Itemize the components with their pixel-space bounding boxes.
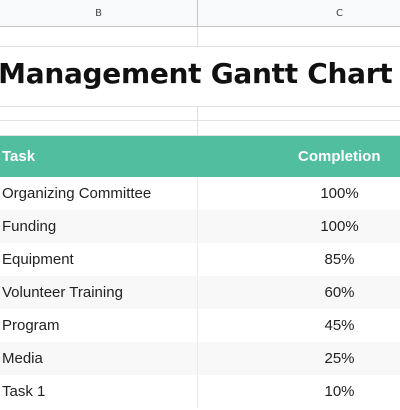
empty-row[interactable]: [0, 107, 400, 121]
table-row[interactable]: Funding 100%: [0, 210, 400, 243]
column-header-b[interactable]: B: [0, 0, 198, 26]
completion-cell[interactable]: 100%: [320, 185, 359, 202]
header-task[interactable]: Task: [2, 148, 36, 165]
task-cell[interactable]: Task 1: [2, 383, 46, 400]
task-cell[interactable]: Program: [2, 317, 60, 334]
column-header-bar: B C: [0, 0, 400, 27]
table-row[interactable]: Media 25%: [0, 342, 400, 375]
table-row[interactable]: Program 45%: [0, 309, 400, 342]
task-cell[interactable]: Volunteer Training: [2, 284, 123, 301]
task-cell[interactable]: Equipment: [2, 251, 74, 268]
table-header-row: Task Completion: [0, 136, 400, 177]
task-cell[interactable]: Media: [2, 350, 43, 367]
column-header-c[interactable]: C: [336, 8, 343, 19]
completion-cell[interactable]: 85%: [324, 251, 355, 268]
table-row[interactable]: Organizing Committee 100%: [0, 177, 400, 210]
sheet-title: nt Management Gantt Chart: [0, 57, 393, 90]
empty-row[interactable]: [0, 27, 400, 47]
table-row[interactable]: Volunteer Training 60%: [0, 276, 400, 309]
header-completion[interactable]: Completion: [298, 148, 381, 165]
completion-cell[interactable]: 45%: [324, 317, 355, 334]
completion-cell[interactable]: 10%: [324, 383, 355, 400]
table-row[interactable]: Task 1 10%: [0, 375, 400, 408]
completion-cell[interactable]: 25%: [324, 350, 355, 367]
task-cell[interactable]: Funding: [2, 218, 57, 235]
empty-row[interactable]: [0, 121, 400, 136]
title-row[interactable]: nt Management Gantt Chart: [0, 47, 400, 107]
completion-cell[interactable]: 60%: [324, 284, 355, 301]
completion-cell[interactable]: 100%: [320, 218, 359, 235]
task-cell[interactable]: Organizing Committee: [2, 185, 152, 202]
table-row[interactable]: Equipment 85%: [0, 243, 400, 276]
